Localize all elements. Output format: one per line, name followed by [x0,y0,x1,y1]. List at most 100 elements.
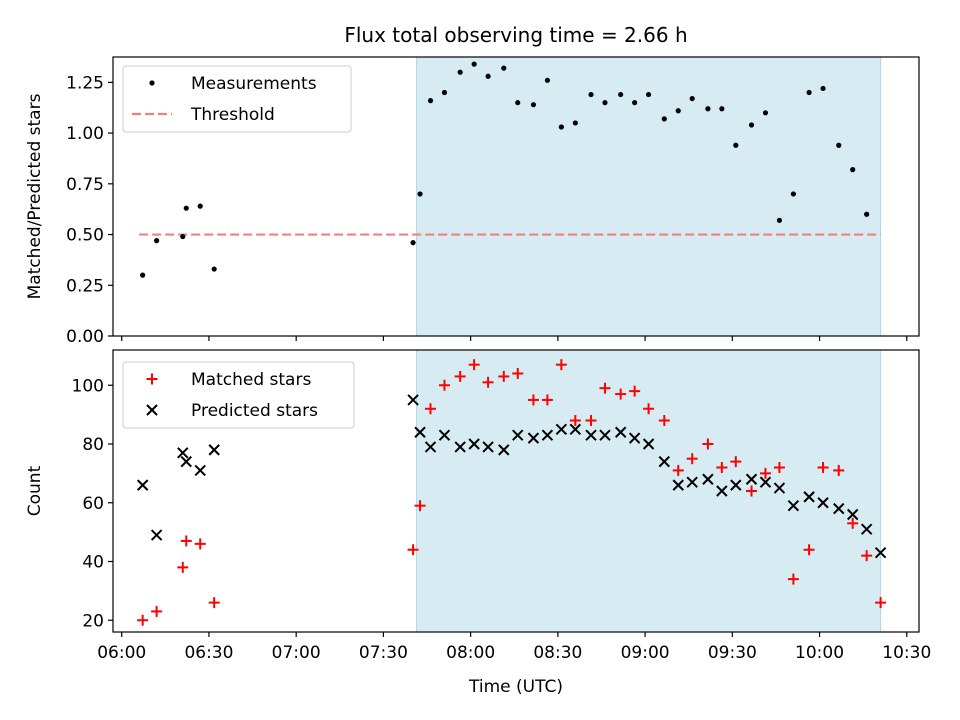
data-point [803,491,815,503]
data-point [527,432,540,444]
data-point [180,535,192,547]
count-panel: 20 40 60 80 100 06:00 06:30 07:00 07:30 08:00 08:3… [25,349,931,663]
chart-title: Flux total observing time = 2.66 h [344,23,687,47]
data-point [730,479,742,491]
data-point [847,517,859,529]
data-point [817,462,829,473]
data-point [836,142,842,148]
data-point [454,370,466,382]
data-point [874,546,887,559]
data-point [515,100,521,106]
data-point [675,108,681,114]
x-tick-label: 09:00 [621,643,670,663]
data-point [180,233,186,240]
data-point [140,272,146,278]
legend-marker [146,373,158,385]
data-point [425,403,437,415]
data-point [414,500,426,512]
data-point [211,266,217,272]
x-tick-label: 06:30 [184,643,233,663]
y-tick-label: 80 [82,435,104,455]
data-point [530,102,537,108]
y-tick-label: 40 [82,553,104,573]
data-point [686,453,698,465]
y-tick-label: 1.00 [66,124,104,144]
x-tick-label: 06:00 [97,643,146,663]
data-point [482,441,494,453]
data-point [850,167,856,173]
data-point [572,120,578,126]
data-point [527,394,539,406]
data-point [820,85,826,92]
x-tick-label: 08:30 [533,643,582,663]
legend: Matched stars Predicted stars [122,361,355,429]
data-point [702,438,714,450]
y-tick-label: 0.75 [66,175,104,195]
data-point [748,122,755,128]
data-point [787,573,799,585]
data-point [642,438,655,450]
legend: Measurements Threshold [122,65,352,133]
legend-box [122,361,355,429]
data-point [569,423,582,436]
legend-label: Threshold [190,105,275,125]
data-point [702,473,714,485]
data-point [468,438,480,450]
data-point [471,61,477,67]
legend-marker [146,404,158,416]
data-point [846,508,859,521]
data-point [661,116,667,122]
data-point [498,370,510,382]
data-point [427,98,434,104]
x-tick-label: 08:00 [446,643,495,663]
data-point [773,482,786,494]
data-point [457,69,463,75]
data-point [208,444,220,456]
data-point [803,544,815,556]
ratio-panel: 0.00 0.25 0.50 0.75 1.00 1.25 Matched/Predicte… [25,56,920,347]
data-point [602,100,608,106]
series-measurements [140,61,870,278]
data-point [628,432,641,444]
data-point [658,415,670,426]
data-point [776,217,783,223]
data-point [151,605,163,617]
data-point [136,479,149,491]
data-point [759,467,771,479]
data-point [716,485,728,497]
data-point [137,614,149,626]
x-tick-label: 07:00 [272,643,321,663]
data-point [614,426,627,438]
data-point [615,388,627,400]
data-point [588,91,594,98]
data-point [672,479,684,491]
data-point [407,544,419,556]
data-point [150,529,163,541]
observing-time-span [416,56,882,337]
data-point [730,456,742,468]
y-tick-label: 0.00 [66,327,104,347]
data-point [585,429,597,441]
data-point [860,523,873,535]
data-point [541,394,553,406]
y-tick-label: 100 [72,376,104,396]
data-point [864,211,870,217]
x-tick-label: 07:30 [359,643,408,663]
data-point [733,142,739,148]
data-point [762,110,769,116]
data-point [541,429,554,441]
data-point [618,91,624,98]
data-point [194,538,206,550]
data-point [686,476,698,488]
x-tick-label: 10:30 [882,643,931,663]
data-point [482,376,494,388]
x-tick-label: 09:30 [708,643,757,663]
y-tick-label: 20 [82,611,104,631]
data-point [806,89,812,96]
data-point [555,359,567,371]
legend-label: Matched stars [191,370,311,390]
data-point [833,464,845,476]
data-point [468,359,480,371]
data-point [643,403,655,415]
